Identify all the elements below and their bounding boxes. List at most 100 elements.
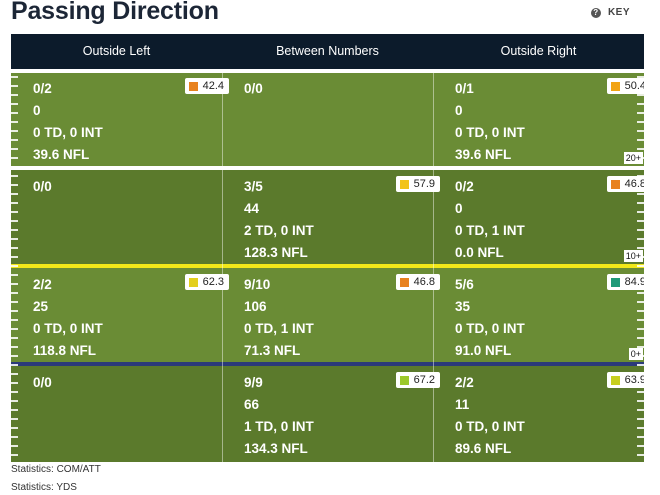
grade-value: 57.9 [413,178,435,190]
zone-cell[interactable]: 2/2 11 0 TD, 0 INT 89.6 NFL 63.9 [455,371,644,461]
yard-marker-label: 20+ [623,152,643,164]
passing-yards: 0 [455,103,463,118]
column-header-between-numbers: Between Numbers [276,44,379,58]
grade-badge: 42.4 [184,78,229,94]
nfl-rating: 89.6 NFL [455,441,512,456]
right-hash-marks [637,69,644,462]
left-hash-marks [11,69,18,462]
completions-attempts: 0/0 [244,81,263,96]
touchdowns-interceptions: 1 TD, 0 INT [244,419,314,434]
grade-badge: 63.9 [606,372,644,388]
zone-cell[interactable]: 9/9 66 1 TD, 0 INT 134.3 NFL 67.2 [244,371,440,461]
page-title: Passing Direction [11,0,219,25]
completions-attempts: 0/2 [455,179,474,194]
passing-yards: 0 [33,103,41,118]
nfl-rating: 39.6 NFL [33,147,90,162]
grade-badge: 46.8 [606,176,644,192]
column-divider [433,69,434,462]
help-icon: ? [590,7,601,18]
grade-color-swatch [399,375,409,385]
touchdowns-interceptions: 0 TD, 0 INT [455,419,525,434]
nfl-rating: 118.8 NFL [33,343,97,358]
zone-cell[interactable]: 0/0 [33,175,229,265]
zone-cell[interactable]: 0/0 [33,371,229,461]
key-label: KEY [607,7,630,18]
yard-line [11,362,644,366]
footer-stat-comatt: Statistics: COM/ATT [11,464,101,475]
touchdowns-interceptions: 0 TD, 0 INT [455,321,525,336]
column-header-row: Outside Left Between Numbers Outside Rig… [11,34,644,69]
passing-yards: 35 [455,299,471,314]
footer-stat-yds: Statistics: YDS [11,482,77,493]
nfl-rating: 0.0 NFL [455,245,504,260]
completions-attempts: 9/10 [244,277,271,292]
grade-color-swatch [188,81,198,91]
yard-line [11,264,644,268]
zone-cell[interactable]: 0/0 [244,77,440,167]
completions-attempts: 0/0 [33,179,52,194]
passing-yards: 106 [244,299,267,314]
grade-color-swatch [610,81,620,91]
zone-cell[interactable]: 3/5 44 2 TD, 0 INT 128.3 NFL 57.9 [244,175,440,265]
touchdowns-interceptions: 0 TD, 0 INT [455,125,525,140]
completions-attempts: 3/5 [244,179,263,194]
grade-value: 46.8 [413,276,435,288]
grade-color-swatch [610,179,620,189]
grade-color-swatch [188,277,198,287]
completions-attempts: 2/2 [455,375,474,390]
grade-color-swatch [399,277,409,287]
zone-cell[interactable]: 0/2 0 0 TD, 1 INT 0.0 NFL 46.8 [455,175,644,265]
grade-color-swatch [399,179,409,189]
touchdowns-interceptions: 2 TD, 0 INT [244,223,314,238]
zone-row-band [11,69,644,166]
completions-attempts: 9/9 [244,375,263,390]
completions-attempts: 0/0 [33,375,52,390]
zone-row-band [11,264,644,362]
grade-value: 46.8 [624,178,644,190]
grade-color-swatch [610,375,620,385]
grade-badge: 50.4 [606,78,644,94]
yard-marker-label: 0+ [628,348,643,360]
nfl-rating: 39.6 NFL [455,147,512,162]
grade-value: 84.9 [624,276,644,288]
passing-yards: 0 [455,201,463,216]
touchdowns-interceptions: 0 TD, 1 INT [244,321,314,336]
column-divider [222,69,223,462]
completions-attempts: 5/6 [455,277,474,292]
grade-value: 42.4 [202,80,224,92]
zone-cell[interactable]: 5/6 35 0 TD, 0 INT 91.0 NFL 84.9 [455,273,644,363]
passing-yards: 11 [455,397,470,412]
zone-row-band [11,362,644,462]
completions-attempts: 2/2 [33,277,52,292]
zone-cell[interactable]: 0/2 0 0 TD, 0 INT 39.6 NFL 42.4 [33,77,229,167]
column-header-outside-left: Outside Left [82,44,151,58]
nfl-rating: 128.3 NFL [244,245,308,260]
grade-badge: 46.8 [395,274,440,290]
passing-yards: 44 [244,201,260,216]
grade-value: 63.9 [624,374,644,386]
passing-yards: 66 [244,397,260,412]
zone-cell[interactable]: 2/2 25 0 TD, 0 INT 118.8 NFL 62.3 [33,273,229,363]
yard-marker-label: 10+ [623,250,643,262]
grade-value: 62.3 [202,276,224,288]
column-header-outside-right: Outside Right [500,44,577,58]
zone-cell[interactable]: 0/1 0 0 TD, 0 INT 39.6 NFL 50.4 [455,77,644,167]
touchdowns-interceptions: 0 TD, 0 INT [33,125,103,140]
grade-badge: 57.9 [395,176,440,192]
yard-line [11,69,644,73]
nfl-rating: 91.0 NFL [455,343,512,358]
nfl-rating: 134.3 NFL [244,441,308,456]
grade-value: 67.2 [413,374,435,386]
grade-badge: 62.3 [184,274,229,290]
nfl-rating: 71.3 NFL [244,343,301,358]
passing-yards: 25 [33,299,49,314]
grade-badge: 67.2 [395,372,440,388]
touchdowns-interceptions: 0 TD, 1 INT [455,223,525,238]
grade-color-swatch [610,277,620,287]
yard-line [11,166,644,170]
zone-row-band [11,166,644,264]
grade-value: 50.4 [624,80,644,92]
zone-cell[interactable]: 9/10 106 0 TD, 1 INT 71.3 NFL 46.8 [244,273,440,363]
key-toggle[interactable]: ? KEY [590,7,630,18]
completions-attempts: 0/1 [455,81,474,96]
